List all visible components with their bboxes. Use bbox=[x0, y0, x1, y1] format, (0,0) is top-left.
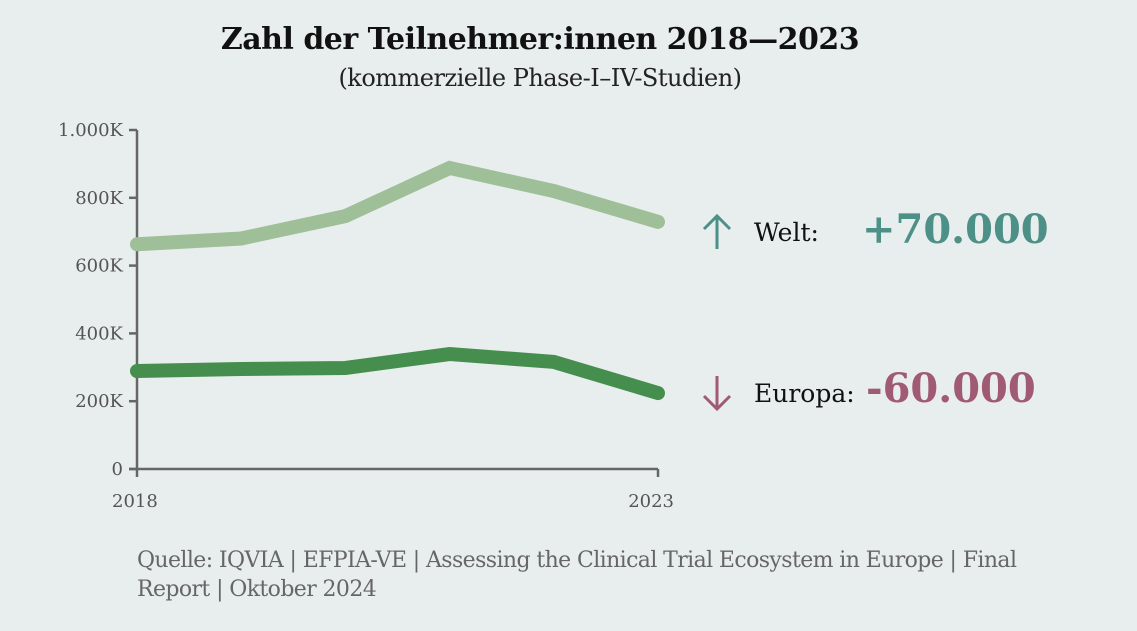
series-line-welt bbox=[130, 160, 665, 252]
x-tick-label: 2023 bbox=[628, 491, 674, 512]
arrow-up-icon bbox=[702, 213, 732, 249]
y-tick-label: 1.000K bbox=[58, 120, 124, 141]
chart-title: Zahl der Teilnehmer:innen 2018—2023 bbox=[220, 22, 860, 57]
y-ticks: 0 200K 400K 600K 800K 1.000K bbox=[58, 120, 137, 480]
y-tick-label: 0 bbox=[112, 459, 123, 480]
y-tick-label: 200K bbox=[75, 391, 123, 412]
x-tick-label: 2018 bbox=[112, 491, 158, 512]
europa-change-value: -60.000 bbox=[866, 365, 1036, 412]
source-note: Quelle: IQVIA | EFPIA-VE | Assessing the… bbox=[137, 548, 1017, 602]
welt-change-annotation: Welt: +70.000 bbox=[700, 206, 1049, 253]
y-tick-label: 800K bbox=[75, 188, 123, 209]
series-lines bbox=[130, 160, 665, 401]
x-ticks: 2018 2023 bbox=[112, 491, 674, 512]
axes bbox=[129, 130, 660, 477]
welt-label: Welt: bbox=[754, 217, 819, 247]
arrow-down-icon bbox=[702, 376, 732, 412]
y-tick-label: 400K bbox=[75, 323, 123, 344]
y-tick-label: 600K bbox=[75, 256, 123, 277]
europa-label: Europa: bbox=[754, 378, 855, 408]
chart-subtitle: (kommerzielle Phase-I–IV-Studien) bbox=[338, 64, 742, 92]
series-line-europa bbox=[130, 347, 665, 401]
europa-change-annotation: Europa: -60.000 bbox=[700, 365, 1036, 413]
welt-change-value: +70.000 bbox=[862, 206, 1049, 253]
